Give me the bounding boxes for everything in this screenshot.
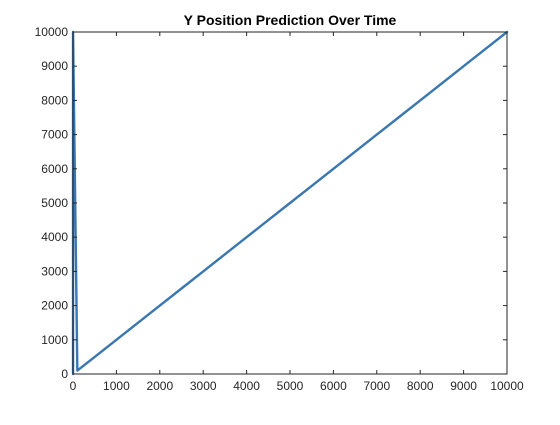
x-tick-label: 0 bbox=[70, 379, 77, 393]
x-axis-ticks: 0 1000 2000 3000 4000 5000 6000 7000 8000 9000 100… bbox=[70, 32, 524, 393]
y-tick-label: 4000 bbox=[41, 230, 68, 244]
x-tick-label: 7000 bbox=[363, 379, 390, 393]
chart-title: Y Position Prediction Over Time bbox=[184, 12, 397, 28]
x-tick-label: 5000 bbox=[277, 379, 304, 393]
x-tick-label: 9000 bbox=[450, 379, 477, 393]
y-tick-label: 8000 bbox=[41, 93, 68, 107]
y-tick-label: 9000 bbox=[41, 59, 68, 73]
x-tick-label: 8000 bbox=[407, 379, 434, 393]
y-tick-label: 6000 bbox=[41, 162, 68, 176]
y-tick-label: 0 bbox=[61, 367, 68, 381]
series-line-1 bbox=[71, 30, 509, 376]
y-tick-label: 2000 bbox=[41, 299, 68, 313]
y-tick-label: 3000 bbox=[41, 264, 68, 278]
x-tick-label: 4000 bbox=[233, 379, 260, 393]
y-tick-label: 7000 bbox=[41, 128, 68, 142]
y-tick-label: 1000 bbox=[41, 333, 68, 347]
x-tick-label: 6000 bbox=[320, 379, 347, 393]
x-tick-label: 1000 bbox=[103, 379, 130, 393]
x-tick-label: 3000 bbox=[190, 379, 217, 393]
x-tick-label: 2000 bbox=[146, 379, 173, 393]
y-tick-label: 10000 bbox=[35, 25, 69, 39]
y-tick-label: 5000 bbox=[41, 196, 68, 210]
y-axis-ticks: 0 1000 2000 3000 4000 5000 6000 7000 8000 9000 100… bbox=[35, 25, 507, 381]
x-tick-label: 10000 bbox=[490, 379, 524, 393]
series-layer bbox=[71, 30, 509, 376]
